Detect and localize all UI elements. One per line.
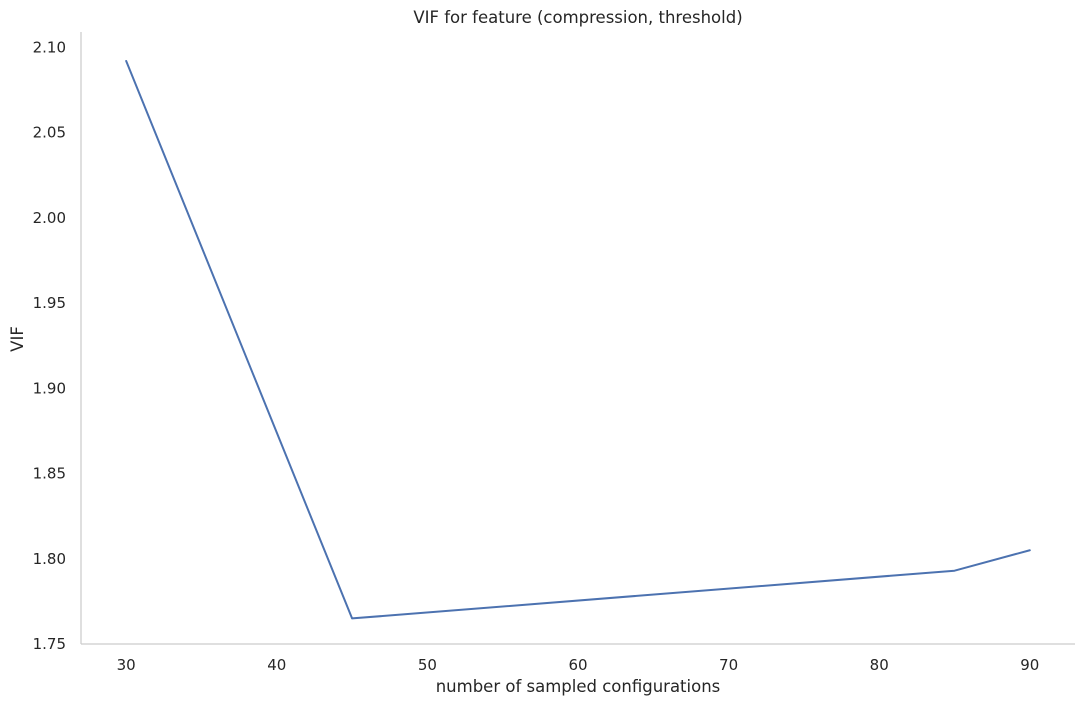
x-tick-label: 60	[568, 656, 587, 674]
y-tick-label: 2.10	[33, 38, 66, 56]
y-tick-label: 1.85	[33, 465, 66, 483]
x-tick-label: 50	[418, 656, 437, 674]
x-tick-label: 40	[267, 656, 286, 674]
x-tick-labels: 30 40 50 60 70 80 90	[117, 656, 1040, 674]
plot-area	[125, 59, 1031, 620]
chart-title: VIF for feature (compression, threshold)	[413, 8, 742, 27]
y-tick-label: 1.90	[33, 379, 66, 397]
x-tick-label: 90	[1020, 656, 1039, 674]
y-tick-label: 1.75	[33, 635, 66, 653]
x-tick-label: 30	[117, 656, 136, 674]
x-tick-label: 80	[870, 656, 889, 674]
y-tick-label: 2.00	[33, 209, 66, 227]
x-tick-label: 70	[719, 656, 738, 674]
y-axis-label: VIF	[8, 326, 27, 352]
y-tick-label: 2.05	[33, 124, 66, 142]
series-line	[125, 59, 1031, 620]
y-tick-label: 1.80	[33, 550, 66, 568]
y-tick-labels: 1.75 1.80 1.85 1.90 1.95 2.00 2.05 2.10	[33, 38, 66, 653]
y-tick-label: 1.95	[33, 294, 66, 312]
x-axis-label: number of sampled configurations	[436, 677, 721, 696]
